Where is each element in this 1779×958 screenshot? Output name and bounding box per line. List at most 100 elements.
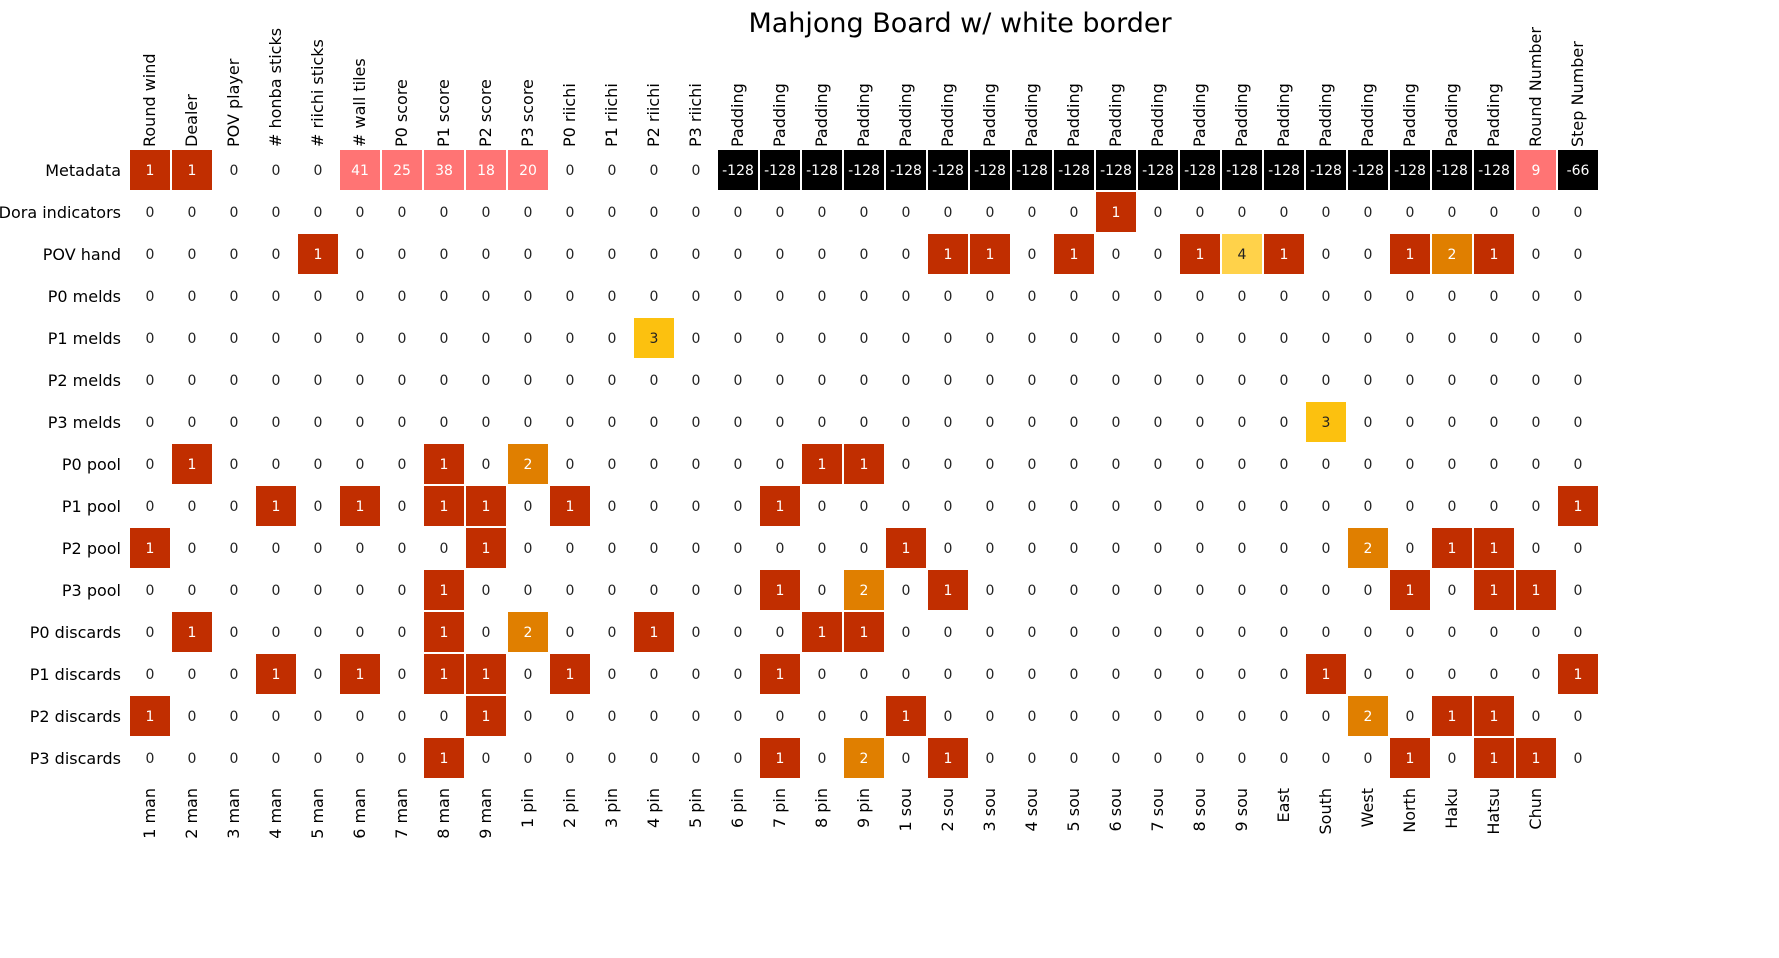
cell-value: 0 [230, 331, 239, 347]
heatmap-cell [632, 610, 676, 654]
cell-value: 0 [1112, 709, 1121, 725]
cell-value: 0 [146, 205, 155, 221]
cell-value: 0 [1406, 625, 1415, 641]
cell-value: 0 [692, 163, 701, 179]
cell-value: 0 [692, 499, 701, 515]
cell-value: 0 [524, 583, 533, 599]
cell-value: 0 [860, 667, 869, 683]
top-label: Padding [1064, 83, 1083, 147]
cell-value: 0 [188, 499, 197, 515]
cell-value: 0 [1028, 709, 1037, 725]
cell-value: 0 [272, 457, 281, 473]
bottom-label: North [1400, 788, 1419, 833]
cell-value: 0 [356, 709, 365, 725]
top-label: Padding [770, 83, 789, 147]
cell-value: 0 [860, 541, 869, 557]
heatmap-cell [464, 652, 508, 696]
cell-value: 0 [650, 163, 659, 179]
cell-value: 0 [650, 205, 659, 221]
cell-value: 0 [1574, 751, 1583, 767]
cell-value: 0 [1028, 205, 1037, 221]
heatmap-cell [128, 526, 172, 570]
cell-value: 0 [230, 541, 239, 557]
cell-value: 0 [1154, 541, 1163, 557]
cell-value: -128 [932, 163, 964, 179]
bottom-label: 6 man [350, 788, 369, 839]
heatmap-cell [506, 610, 550, 654]
heatmap-cell [968, 232, 1012, 276]
cell-value: 0 [1028, 667, 1037, 683]
heatmap-cell [758, 652, 802, 696]
row-label: P2 discards [30, 707, 121, 726]
cell-value: 0 [188, 373, 197, 389]
cell-value: 0 [1406, 457, 1415, 473]
cell-value: 0 [776, 457, 785, 473]
heatmap-cell [1178, 148, 1222, 192]
cell-value: 0 [1196, 499, 1205, 515]
cell-value: 0 [1490, 667, 1499, 683]
cell-value: 0 [692, 583, 701, 599]
cell-value: 0 [944, 331, 953, 347]
cell-value: 0 [566, 205, 575, 221]
cell-value: 0 [1406, 709, 1415, 725]
heatmap-cell [128, 148, 172, 192]
cell-value: 0 [1406, 331, 1415, 347]
cell-value: 0 [986, 625, 995, 641]
cell-value: 1 [818, 625, 827, 641]
cell-value: 0 [440, 331, 449, 347]
heatmap-cell [758, 148, 802, 192]
cell-value: 0 [650, 415, 659, 431]
cell-value: 0 [776, 331, 785, 347]
cell-value: 0 [1070, 709, 1079, 725]
cell-value: 1 [1448, 709, 1457, 725]
heatmap-cell [1388, 736, 1432, 780]
cell-value: -128 [1184, 163, 1216, 179]
cell-value: 0 [1448, 751, 1457, 767]
bottom-label: 9 man [476, 788, 495, 839]
top-label: Padding [1106, 83, 1125, 147]
cell-value: 3 [650, 331, 659, 347]
cell-value: 0 [818, 667, 827, 683]
bottom-label: Haku [1442, 788, 1461, 829]
cell-value: 0 [188, 667, 197, 683]
heatmap-cell [1262, 232, 1306, 276]
cell-value: 0 [1364, 499, 1373, 515]
cell-value: 0 [818, 205, 827, 221]
cell-value: 0 [944, 625, 953, 641]
cell-value: 0 [734, 499, 743, 515]
cell-value: 0 [692, 289, 701, 305]
cell-value: 1 [146, 709, 155, 725]
top-label: Padding [1358, 83, 1377, 147]
cell-value: 0 [230, 709, 239, 725]
top-label: Padding [1190, 83, 1209, 147]
cell-value: 0 [1280, 625, 1289, 641]
cell-value: 0 [1238, 289, 1247, 305]
cell-value: 0 [1070, 625, 1079, 641]
cell-value: 0 [314, 415, 323, 431]
cell-value: 0 [1028, 289, 1037, 305]
cell-value: 0 [272, 583, 281, 599]
heatmap-cell [1556, 484, 1600, 528]
cell-value: 0 [692, 373, 701, 389]
cell-value: 0 [902, 583, 911, 599]
cell-value: 0 [1238, 709, 1247, 725]
cell-value: 0 [1112, 499, 1121, 515]
heatmap-cell [632, 316, 676, 360]
cell-value: 1 [1532, 751, 1541, 767]
top-label: Padding [854, 83, 873, 147]
bottom-label: Hatsu [1484, 788, 1503, 835]
cell-value: 0 [1280, 499, 1289, 515]
cell-value: 1 [188, 163, 197, 179]
cell-value: 0 [734, 415, 743, 431]
cell-value: 0 [566, 373, 575, 389]
heatmap-cell [716, 148, 760, 192]
top-label: P1 score [434, 79, 453, 147]
cell-value: 0 [944, 373, 953, 389]
cell-value: 0 [398, 709, 407, 725]
cell-value: 1 [440, 625, 449, 641]
bottom-label: 2 pin [560, 788, 579, 828]
cell-value: 0 [1154, 247, 1163, 263]
cell-value: 0 [1196, 331, 1205, 347]
cell-value: 2 [860, 583, 869, 599]
